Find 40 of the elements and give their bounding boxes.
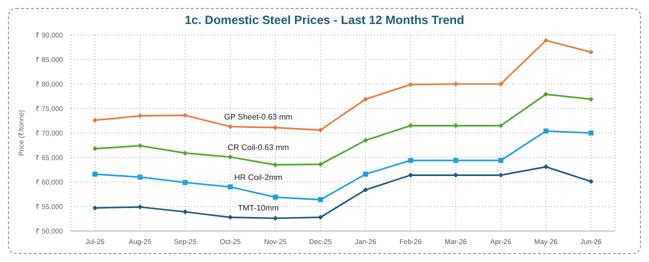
point	[363, 187, 368, 192]
point	[363, 138, 368, 143]
point	[92, 146, 98, 152]
point	[363, 96, 368, 102]
point	[588, 50, 594, 55]
point	[543, 164, 548, 170]
series-label: HR Coil-2mm	[234, 172, 283, 182]
point	[228, 214, 233, 220]
point	[588, 179, 594, 184]
point	[92, 172, 98, 177]
point	[228, 154, 233, 160]
point	[272, 194, 278, 200]
point	[182, 209, 188, 214]
series-label: TMT-10mm	[238, 203, 280, 212]
point	[318, 214, 323, 220]
point	[588, 130, 594, 136]
point	[92, 118, 98, 123]
point	[363, 172, 368, 177]
point	[92, 205, 98, 210]
point	[138, 143, 143, 148]
point	[182, 112, 188, 118]
point	[272, 125, 278, 130]
point	[272, 162, 278, 168]
point	[453, 82, 458, 86]
chart-title: 1c. Domestic Steel Prices - Last 12 Months Trend	[184, 12, 466, 29]
point	[408, 158, 414, 163]
point	[588, 96, 594, 102]
point	[498, 82, 504, 86]
point	[498, 158, 504, 163]
point	[453, 158, 458, 163]
point	[228, 124, 233, 130]
point	[543, 92, 548, 97]
point	[228, 184, 233, 190]
series-label: CR Coil-0.63 mm	[228, 143, 290, 152]
point	[182, 180, 188, 185]
point	[543, 128, 548, 134]
point	[138, 174, 143, 180]
point	[543, 38, 548, 43]
point	[318, 197, 323, 202]
series-label: GP Sheet-0.63 mm	[224, 112, 293, 122]
